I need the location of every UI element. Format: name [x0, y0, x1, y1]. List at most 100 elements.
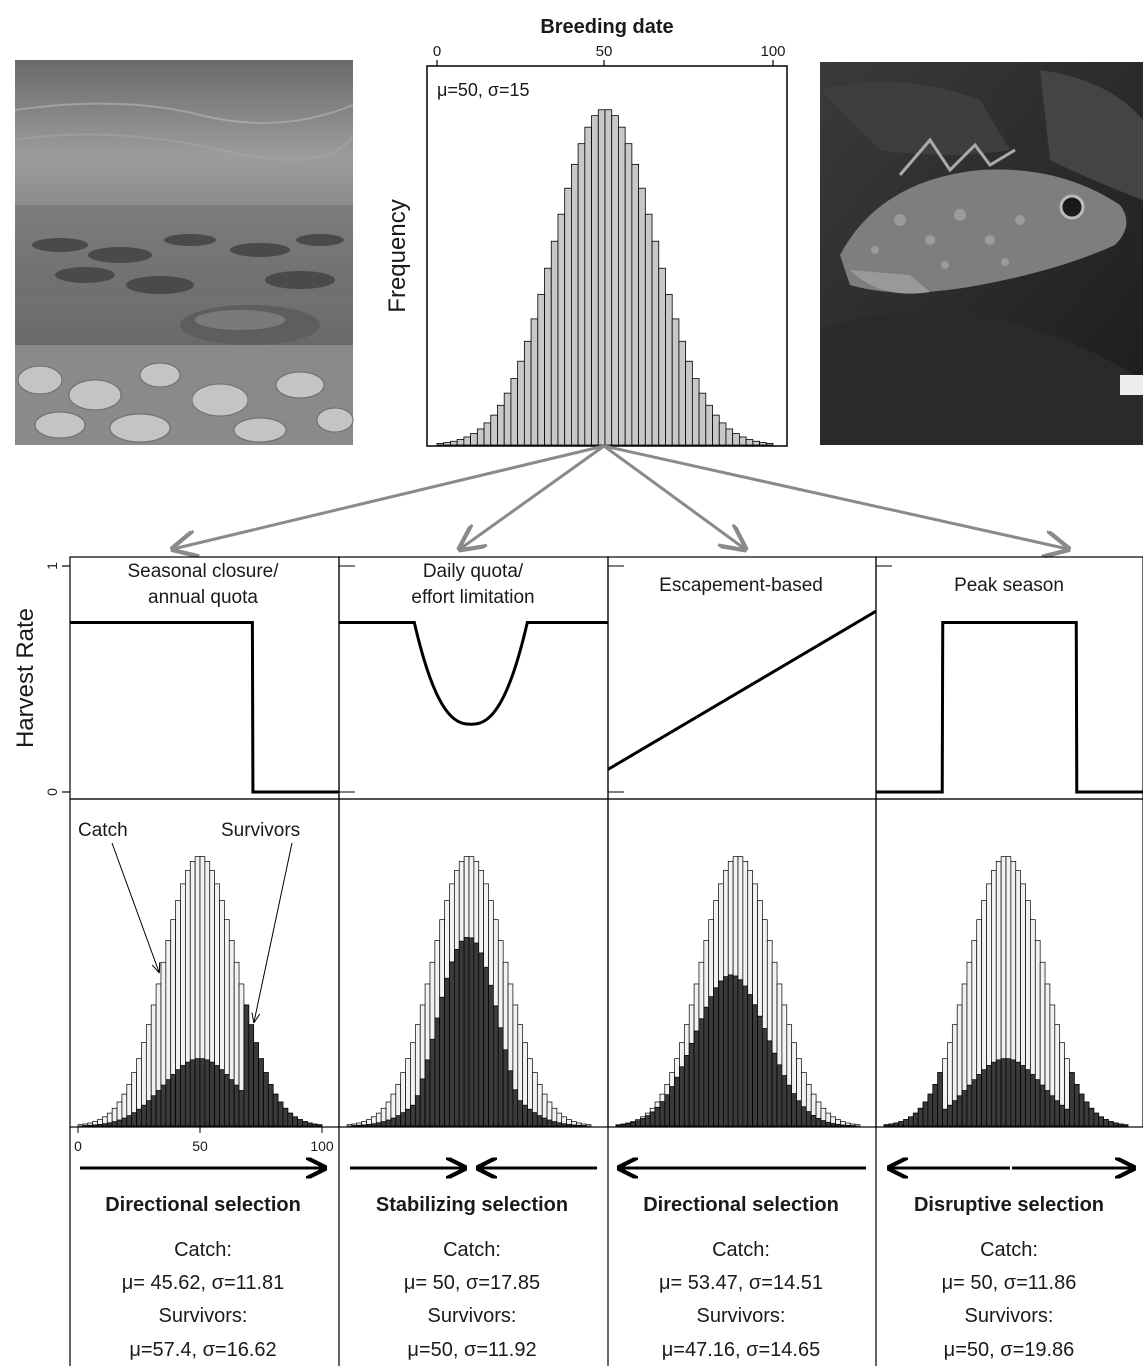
survivor-bar-3-10: [664, 1094, 671, 1127]
survivor-bar-3-24: [732, 975, 739, 1127]
survivor-bar-4-44: [1098, 1116, 1104, 1127]
survivor-bar-4-4: [903, 1119, 909, 1127]
survivor-bar-1-34: [243, 1004, 250, 1127]
survivor-bar-1-32: [233, 1084, 240, 1127]
survivor-bar-2-21: [449, 961, 455, 1127]
top-bar-13: [523, 340, 532, 446]
top-bar-8: [490, 414, 498, 446]
survivor-bar-2-35: [517, 1100, 524, 1127]
survivor-bar-2-4: [366, 1124, 372, 1127]
survivor-bar-4-33: [1044, 1090, 1051, 1127]
selection-survivors-stats-3: μ=47.16, σ=14.65: [662, 1339, 820, 1361]
survivor-bar-1-3: [92, 1124, 98, 1127]
harvest-ytick-label-0: 0: [44, 788, 60, 796]
survivor-bar-3-27: [747, 994, 753, 1127]
survivors-label: Survivors: [221, 820, 300, 841]
survivor-bar-3-26: [742, 985, 749, 1127]
survivor-bar-3-22: [723, 976, 729, 1127]
selection-catch-label-2: Catch:: [443, 1239, 501, 1261]
harvest-curves: [70, 609, 1143, 794]
survivor-bar-1-31: [228, 1079, 235, 1127]
top-bar-22: [584, 126, 592, 446]
survivor-bar-2-43: [556, 1122, 563, 1127]
survivor-bar-2-40: [541, 1117, 548, 1127]
survivor-bar-3-16: [693, 1030, 700, 1127]
survivor-bar-2-19: [439, 996, 445, 1127]
survivor-bar-4-3: [898, 1121, 904, 1127]
survivor-bar-4-31: [1034, 1079, 1041, 1127]
top-bar-29: [631, 163, 640, 446]
survivor-bar-3-25: [737, 979, 744, 1127]
selection-survivors-label-2: Survivors:: [428, 1305, 517, 1327]
survivor-bar-2-24: [463, 937, 470, 1127]
survivor-bar-4-38: [1069, 1072, 1075, 1127]
survivor-bar-4-37: [1064, 1108, 1070, 1127]
survivor-bar-4-16: [961, 1090, 968, 1127]
harvest-title-1a: Seasonal closure/: [127, 561, 279, 582]
survivor-bar-4-42: [1088, 1107, 1095, 1127]
survivor-bar-1-41: [277, 1101, 284, 1127]
survivor-bar-2-33: [507, 1070, 514, 1127]
selection-survivors-stats-4: μ=50, σ=19.86: [944, 1339, 1075, 1361]
survivor-bar-1-40: [272, 1093, 279, 1127]
top-bar-9: [497, 404, 505, 446]
survivor-bar-4-23: [995, 1059, 1002, 1127]
selection-text: Directional selection Catch: μ= 45.62, σ=1…: [105, 1194, 1104, 1361]
top-bar-10: [503, 392, 512, 446]
survivor-bar-2-10: [395, 1115, 402, 1127]
survivor-bar-1-49: [316, 1124, 323, 1127]
survivor-bar-2-1: [351, 1125, 358, 1127]
top-bar-2: [450, 440, 458, 446]
selection-survivors-label-4: Survivors:: [965, 1305, 1054, 1327]
top-bar-38: [691, 378, 700, 446]
survivor-bar-3-32: [771, 1052, 778, 1127]
survivor-bar-2-34: [512, 1089, 519, 1127]
top-bar-35: [671, 318, 680, 446]
survivor-bar-2-14: [414, 1095, 421, 1127]
survivor-bar-2-6: [375, 1122, 382, 1127]
selection-catch-stats-2: μ= 50, σ=17.85: [404, 1272, 540, 1294]
top-bar-4: [463, 436, 472, 446]
top-bar-34: [665, 293, 673, 446]
survivor-bar-2-41: [546, 1119, 553, 1127]
survivor-bar-1-23: [189, 1059, 196, 1127]
selection-row: Directional selection Catch: μ= 45.62, σ=1…: [69, 1127, 1134, 1366]
survivor-bar-2-20: [444, 977, 450, 1127]
survivor-bar-4-14: [951, 1100, 958, 1127]
survivor-bar-1-39: [267, 1083, 274, 1127]
selection-type-3: Directional selection: [643, 1194, 839, 1216]
survivor-bar-4-6: [912, 1112, 919, 1127]
top-bar-16: [544, 267, 552, 446]
survivor-bar-2-8: [385, 1119, 392, 1127]
survivor-bar-4-22: [991, 1061, 997, 1127]
top-bar-39: [698, 392, 707, 446]
top-tick-label-100: 100: [760, 43, 785, 60]
selection-survivors-stats-2: μ=50, σ=11.92: [407, 1339, 536, 1361]
survivor-bar-3-20: [713, 987, 719, 1127]
top-bar-18: [557, 213, 566, 446]
dist-frame-4: [875, 798, 1143, 1128]
top-bar-26: [611, 115, 619, 446]
survivor-bar-1-19: [170, 1074, 176, 1127]
top-bar-0: [436, 442, 445, 446]
survivor-bar-2-3: [361, 1124, 367, 1127]
selection-type-1: Directional selection: [105, 1194, 301, 1216]
fan-arrows: [173, 444, 1068, 549]
survivor-bar-3-33: [776, 1064, 783, 1127]
survivor-bar-1-22: [185, 1061, 191, 1127]
survivor-bar-1-15: [150, 1095, 157, 1127]
survivor-bar-2-18: [434, 1017, 441, 1127]
survivor-bar-1-9: [121, 1117, 128, 1127]
top-histogram-bars: [436, 109, 774, 446]
survivor-bar-1-43: [287, 1112, 294, 1127]
dist-tick-label-100: 100: [310, 1138, 334, 1154]
survivor-bar-1-45: [297, 1119, 303, 1127]
survivor-bar-3-37: [796, 1100, 802, 1127]
survivor-bar-4-35: [1054, 1100, 1061, 1127]
survivor-bar-4-43: [1093, 1112, 1100, 1127]
survivor-bar-4-20: [981, 1069, 987, 1127]
survivor-bar-3-0: [615, 1124, 622, 1127]
survivor-bar-3-40: [810, 1115, 817, 1127]
survivor-bar-2-22: [454, 949, 460, 1127]
survivor-bar-2-44: [561, 1123, 567, 1127]
